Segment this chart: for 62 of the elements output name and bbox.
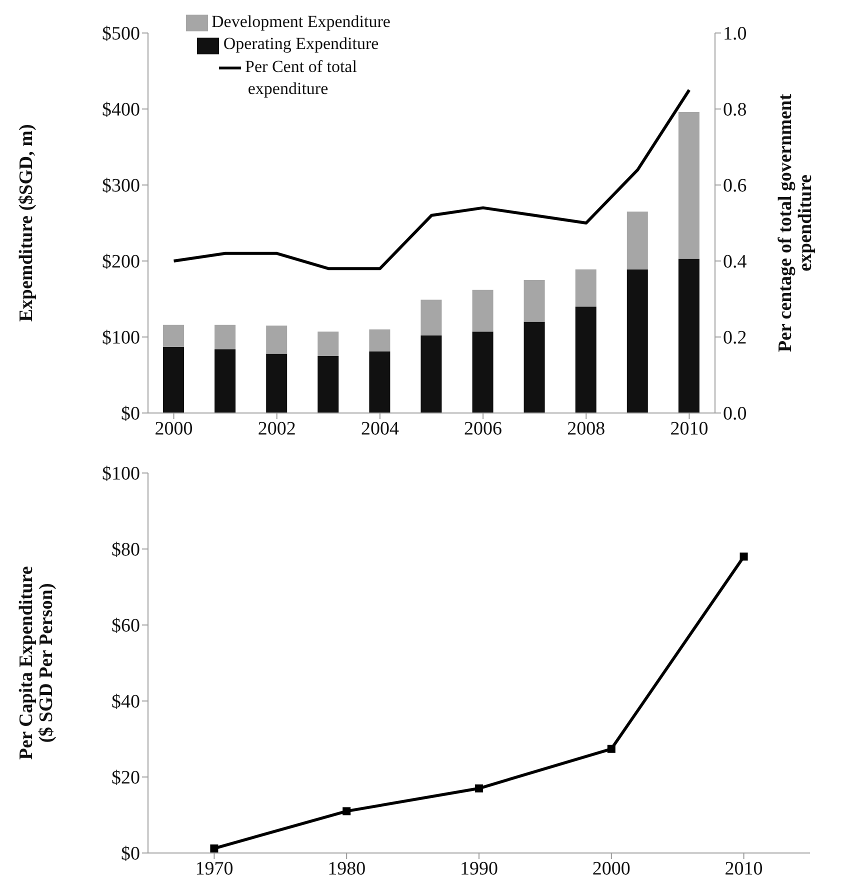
bar [266,326,288,354]
y2-tick-label: 0.8 [723,100,747,121]
y2-tick-label: 0.6 [723,176,747,197]
x-tick-label: 2008 [567,418,606,440]
y2-tick-label: 1.0 [723,24,747,45]
point [342,807,351,816]
y-tick-label: $500 [102,24,140,45]
bar [214,324,236,350]
bar [524,322,545,413]
legend-label: Per Cent of total expenditure [245,56,357,98]
y-tick-label: $20 [112,768,140,789]
y-tick-label: $0 [121,844,140,865]
y-tick-label: $60 [112,616,140,637]
point [607,744,616,753]
x-tick-label: 1970 [195,858,234,880]
y-tick-label: $200 [102,252,140,273]
x-tick-label: 2000 [592,858,630,880]
y-axis-title: Per Capita Expenditure ($ SGD Per Person) [16,566,57,760]
y2-tick-label: 0.4 [723,252,748,273]
bar [524,280,545,322]
bar [575,306,596,413]
y-tick-label: $400 [102,100,140,121]
bar [163,346,184,413]
y-tick-label: $300 [102,176,140,197]
x-tick-label: 2010 [724,858,763,880]
y-axis-title: Expemditure ($SGD, m) [16,124,37,322]
x-tick-label: 1990 [460,858,498,880]
bar [369,351,390,413]
y2-axis-title: Per centage of total government expenditure [775,93,816,352]
bar [420,335,442,413]
y-tick-label: $80 [112,540,140,561]
bar [678,112,700,259]
y2-tick-label: 0.2 [723,328,747,349]
x-tick-label: 2002 [258,418,296,440]
bar [214,349,236,413]
x-tick-label: 2004 [360,418,400,440]
bar [626,269,648,413]
x-tick-label: 2000 [154,418,193,440]
y-tick-label: $100 [102,464,140,485]
legend-label: Operating Expenditure [223,34,379,54]
bar [626,212,648,270]
y-tick-label: $40 [112,692,140,713]
bar [575,269,596,307]
y2-tick-label: 0.0 [723,404,747,425]
bar [472,290,494,332]
bar [420,300,442,336]
bar [369,329,390,352]
bar [318,356,339,413]
bar [472,332,494,413]
bar [678,258,700,413]
x-tick-label: 1980 [328,858,366,880]
point [210,844,218,852]
bar [163,324,184,347]
legend-label: Development Expenditure [212,12,390,31]
y-tick-label: $100 [102,328,140,349]
y-tick-label: $0 [121,404,140,425]
point [475,784,483,792]
bar [318,332,339,356]
point [740,552,748,561]
x-tick-label: 2010 [670,418,708,440]
bar [266,354,288,413]
x-tick-label: 2006 [464,418,502,440]
